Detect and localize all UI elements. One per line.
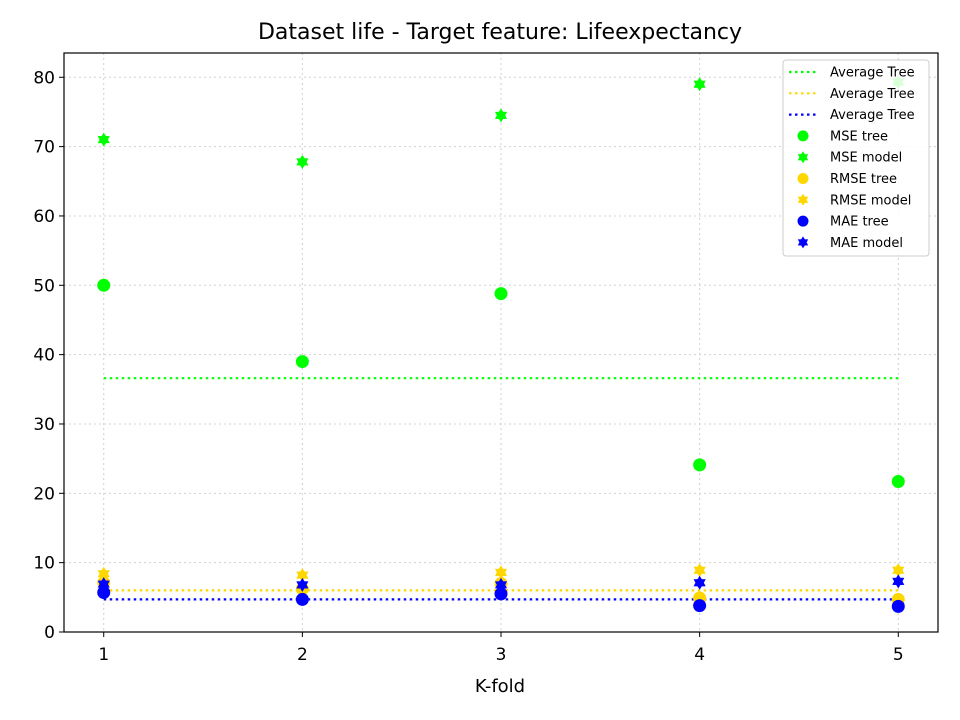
data-point xyxy=(295,355,309,369)
data-point xyxy=(892,563,905,578)
legend-label: MSE tree xyxy=(830,129,888,144)
x-tick-label: 4 xyxy=(694,645,705,665)
data-point xyxy=(494,565,508,580)
x-axis-label: K-fold xyxy=(475,676,525,697)
legend-label: Average Tree xyxy=(830,87,915,102)
legend-swatch xyxy=(797,236,809,249)
data-point xyxy=(494,287,508,301)
data-point xyxy=(97,566,110,581)
y-tick-label: 0 xyxy=(44,623,55,643)
y-tick-label: 50 xyxy=(33,276,55,296)
legend-label: RMSE tree xyxy=(830,172,897,187)
data-point xyxy=(97,132,110,147)
data-point xyxy=(891,599,905,613)
legend-label: RMSE model xyxy=(830,193,911,208)
plot-frame xyxy=(63,52,939,633)
y-tick-label: 40 xyxy=(33,346,55,366)
y-tick-label: 70 xyxy=(33,138,55,158)
data-point xyxy=(295,592,309,606)
legend-box xyxy=(782,59,930,257)
legend: Average Tree Average Tree Average Tree MSE … xyxy=(782,59,930,257)
y-tick-label: 60 xyxy=(33,207,55,227)
data-point xyxy=(693,599,707,613)
data-point xyxy=(97,585,111,599)
data-point xyxy=(892,574,905,589)
chart-title: Dataset life - Target feature: Lifeexpec… xyxy=(258,20,742,45)
legend-swatch xyxy=(797,130,809,142)
legend-label: Average Tree xyxy=(830,66,915,81)
x-tick-label: 5 xyxy=(893,645,904,665)
x-tick-label: 3 xyxy=(496,645,507,665)
legend-label: MAE model xyxy=(830,236,903,251)
legend-swatch xyxy=(797,215,809,227)
x-tick-label: 2 xyxy=(297,645,308,665)
data-point xyxy=(693,563,706,578)
data-point xyxy=(891,475,905,489)
y-tick-label: 10 xyxy=(33,554,55,574)
data-point xyxy=(693,575,706,590)
data-point xyxy=(296,577,309,592)
data-point xyxy=(296,568,309,583)
data-point xyxy=(97,577,110,592)
legend-label: MSE model xyxy=(830,151,902,166)
data-point xyxy=(494,577,508,592)
legend-swatch xyxy=(797,151,809,164)
legend-label: Average Tree xyxy=(830,108,915,123)
data-point xyxy=(693,458,707,472)
y-tick-label: 80 xyxy=(33,68,55,88)
y-tick-label: 30 xyxy=(33,415,55,435)
x-tick-label: 1 xyxy=(98,645,109,665)
legend-label: MAE tree xyxy=(830,215,889,230)
data-point xyxy=(494,587,508,601)
legend-swatch xyxy=(797,173,809,184)
data-point xyxy=(494,108,508,123)
axes: 0 10 20 30 40 50 60 70 80 1 2 3 4 5 xyxy=(33,52,939,665)
data-point xyxy=(296,154,309,169)
data-point xyxy=(693,77,706,92)
legend-swatch xyxy=(797,193,809,206)
data-point xyxy=(97,278,111,292)
y-tick-label: 20 xyxy=(33,484,55,504)
